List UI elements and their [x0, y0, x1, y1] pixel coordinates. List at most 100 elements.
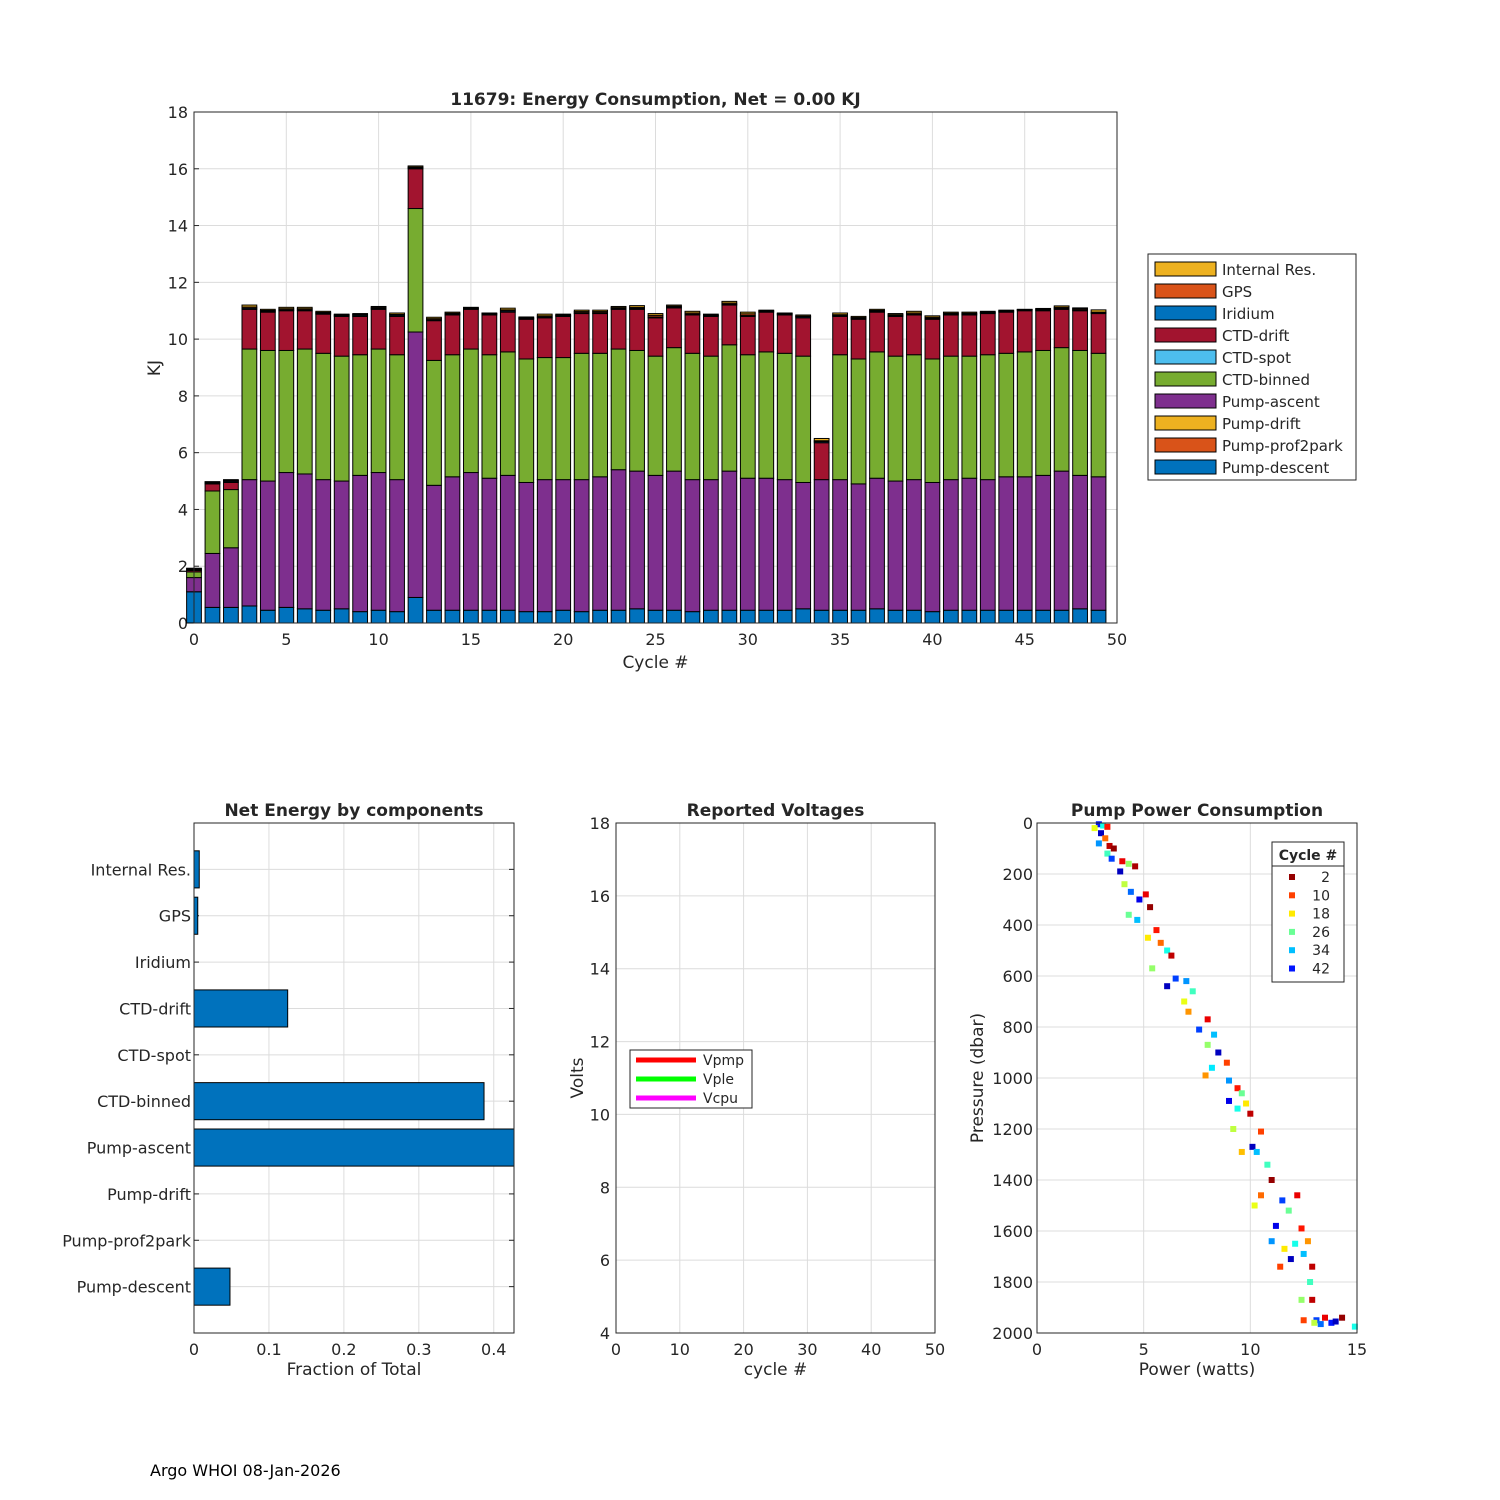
bar-segment-pump-descent [426, 609, 442, 624]
bar-segment-ctd-binned [481, 354, 498, 479]
bar-segment-ctd-drift [481, 314, 498, 356]
bar-segment-ctd-binned [998, 352, 1015, 478]
bar-segment-pump-descent [666, 609, 682, 624]
bar-segment-internal-res- [776, 312, 793, 315]
bar-segment-ctd-binned [426, 359, 442, 486]
bar-segment-ctd-binned [1090, 352, 1107, 478]
bar-segment-ctd-drift [278, 310, 295, 351]
data-point [1298, 1225, 1305, 1232]
bar-segment-ctd-drift [499, 311, 516, 353]
data-point [1215, 1049, 1222, 1056]
data-point [1309, 1296, 1316, 1303]
bar-segment-ctd-drift [813, 442, 830, 481]
bar-segment-pump-descent [979, 609, 996, 624]
bar-segment-ctd-drift [610, 308, 627, 350]
legend-swatch [1154, 349, 1217, 365]
bar-segment-internal-res- [998, 309, 1015, 312]
data-point [1300, 1250, 1307, 1257]
x-tick-label: 10 [670, 1340, 690, 1359]
bar-segment-ctd-drift [906, 314, 922, 356]
chart-title: Reported Voltages [687, 801, 865, 821]
data-point [1279, 1197, 1286, 1204]
bar-segment-ctd-binned [684, 352, 701, 481]
data-point [1100, 822, 1107, 829]
bar-segment-ctd-binned [463, 348, 479, 474]
bar-segment-pump-ascent [906, 479, 922, 611]
x-tick-label: 30 [797, 1340, 817, 1359]
bar-segment-internal-res- [702, 313, 719, 316]
bar-segment-pump-descent [592, 609, 609, 624]
legend-label: Vple [703, 1072, 734, 1088]
bar-segment-pump-ascent [241, 479, 258, 607]
data-point [1230, 1126, 1237, 1132]
bar-segment-pump-descent [684, 611, 701, 624]
x-axis-label: Cycle # [622, 653, 688, 673]
legend-swatch [1154, 459, 1217, 475]
y-tick-label: 4 [178, 500, 188, 519]
bar-segment-pump-ascent [721, 470, 738, 611]
bar-segment-pump-descent [610, 609, 627, 624]
legend-label: CTD-binned [1222, 371, 1310, 389]
y-tick-label: 0 [178, 614, 188, 633]
data-point [1110, 845, 1117, 852]
bar-segment-internal-res- [204, 481, 221, 483]
y-tick-label: 2 [178, 557, 188, 576]
bar-segment-ctd-binned [739, 354, 756, 479]
legend-swatch [1154, 437, 1217, 453]
bar-segment-pump-descent [629, 608, 645, 624]
legend-label: Vpmp [703, 1053, 744, 1069]
chart-title: Pump Power Consumption [1071, 801, 1323, 821]
bar-segment-pump-descent [333, 608, 350, 624]
bar-segment-pump-ascent [887, 480, 904, 611]
bar-segment-pump-descent [518, 611, 535, 624]
bar-segment-pump-ascent [610, 469, 627, 611]
bar-segment-pump-ascent [1016, 476, 1033, 611]
bar-segment-ctd-drift [204, 483, 221, 492]
data-point [1268, 1238, 1275, 1245]
bar-segment-pump-descent [1035, 609, 1052, 624]
data-point [1147, 904, 1154, 911]
bar-segment-internal-res- [278, 306, 295, 310]
bar-ctd-binned [193, 1082, 485, 1121]
bar-segment-pump-ascent [924, 481, 941, 613]
data-point [1332, 1318, 1339, 1325]
bar-segment-pump-ascent [278, 472, 295, 608]
bar-segment-ctd-drift [407, 168, 424, 210]
bar-segment-ctd-drift [629, 308, 645, 351]
data-point [1307, 1279, 1314, 1285]
bar-segment-ctd-drift [555, 315, 572, 359]
data-point [1095, 840, 1102, 847]
data-point [1164, 947, 1171, 954]
y-tick-label: 4 [600, 1324, 610, 1343]
bar-segment-ctd-binned [1072, 349, 1088, 476]
bar-segment-pump-ascent [389, 479, 405, 613]
bar-segment-ctd-binned [1053, 347, 1070, 472]
bar-segment-pump-descent [850, 609, 867, 624]
cycle-legend: Cycle # 2 10 18 26 34 42 [1271, 841, 1345, 983]
bar-segment-pump-ascent [647, 474, 664, 611]
bar-segment-ctd-binned [407, 208, 424, 333]
data-point [1098, 830, 1104, 837]
bar-segment-ctd-binned [906, 354, 922, 481]
bar-segment-ctd-drift [850, 318, 867, 360]
bar-segment-internal-res- [1035, 307, 1052, 310]
bar-segment-ctd-drift [647, 317, 664, 357]
bar-segment-internal-res- [684, 310, 701, 314]
bar-segment-ctd-binned [333, 355, 350, 482]
bar-segment-pump-ascent [629, 470, 645, 610]
bar-segment-ctd-drift [518, 318, 535, 360]
y-tick-label: 18 [168, 103, 188, 122]
bar-segment-ctd-drift [1035, 310, 1052, 351]
bar-segment-ctd-binned [370, 348, 387, 474]
bar-segment-ctd-binned [499, 351, 516, 476]
data-point [1211, 1031, 1218, 1038]
y-tick-label: 6 [600, 1251, 610, 1270]
y-tick-label: 1000 [992, 1069, 1033, 1088]
data-point [1172, 975, 1179, 982]
data-point [1189, 988, 1196, 995]
bar-segment-ctd-drift [389, 315, 405, 356]
bar-segment-ctd-drift [869, 311, 885, 353]
legend-label: 2 [1321, 870, 1330, 886]
bar-segment-internal-res- [352, 313, 369, 315]
x-axis-label: cycle # [744, 1360, 808, 1380]
